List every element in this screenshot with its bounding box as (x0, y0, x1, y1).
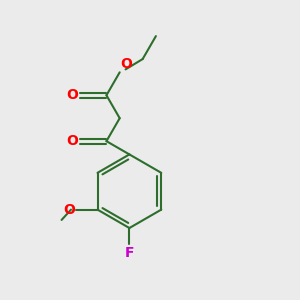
Text: O: O (67, 88, 79, 102)
Text: F: F (124, 246, 134, 260)
Text: O: O (67, 134, 79, 148)
Text: O: O (63, 202, 75, 217)
Text: O: O (121, 57, 132, 71)
